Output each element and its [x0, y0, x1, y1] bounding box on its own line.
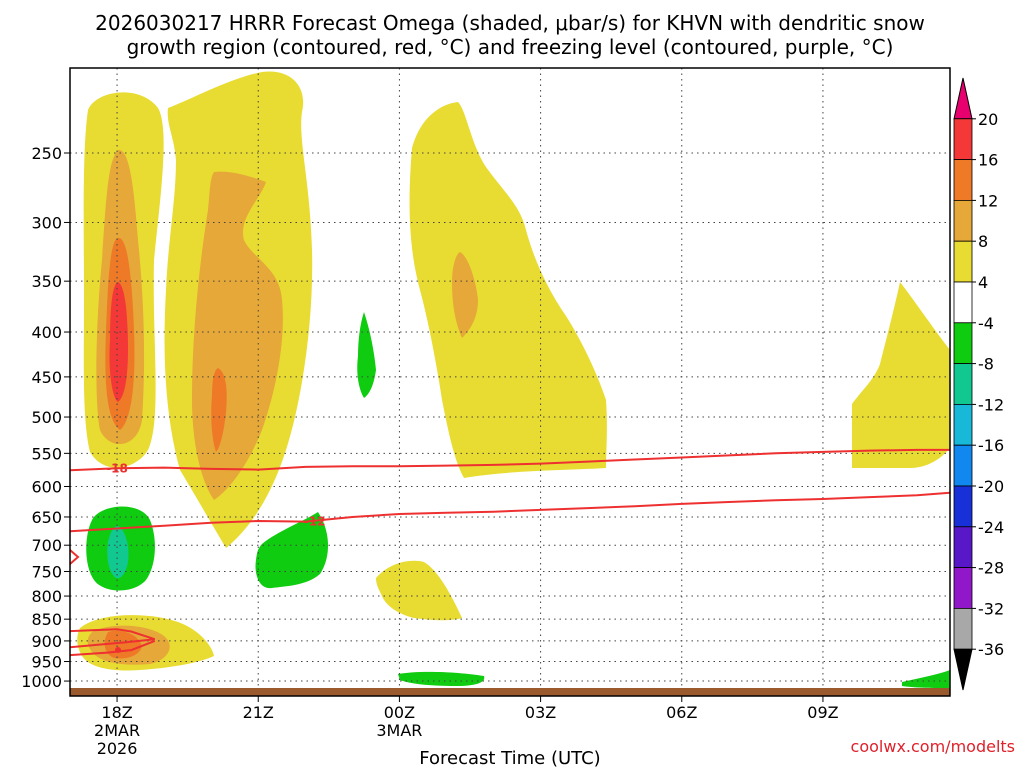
- ground-surface: [70, 688, 950, 696]
- axis-edge-marker: [69, 549, 80, 565]
- x-tick-label: 03Z: [525, 703, 556, 722]
- y-tick-label: 1000: [21, 672, 62, 691]
- y-tick-label: 400: [31, 323, 62, 342]
- y-tick-label: 300: [31, 213, 62, 232]
- y-tick-label: 350: [31, 272, 62, 291]
- temperature-contours: -18 -12: [70, 448, 950, 657]
- plot-frame: [69, 67, 951, 697]
- omega-region: [107, 526, 129, 579]
- colorbar-swatch: [953, 444, 973, 487]
- colorbar-label: -8: [978, 355, 994, 374]
- colorbar-label: 16: [978, 151, 998, 170]
- colorbar-label: 4: [978, 273, 988, 292]
- x-tick-label: 3MAR: [376, 721, 422, 740]
- credit-text: coolwx.com/modelts: [851, 737, 1015, 756]
- x-axis-label: Forecast Time (UTC): [419, 748, 600, 768]
- y-tick-label: 900: [31, 632, 62, 651]
- chart-title-line-2: growth region (contoured, red, °C) and f…: [127, 35, 894, 59]
- y-tick-label: 700: [31, 536, 62, 555]
- colorbar-swatch: [953, 363, 973, 405]
- omega-shading: -18 -12: [70, 68, 950, 696]
- omega-region: [255, 512, 329, 589]
- temperature-contour: [70, 448, 950, 472]
- colorbar-swatch: [953, 485, 973, 528]
- x-tick-label: 06Z: [666, 703, 697, 722]
- colorbar-swatch: [953, 322, 973, 364]
- omega-region: [211, 368, 227, 452]
- colorbar-label: -24: [978, 518, 1004, 537]
- y-axis: 250 300 350 400 450 500 550 600 650 700 750 800 850 9…: [21, 144, 70, 691]
- colorbar-label: -32: [978, 599, 1004, 618]
- contour-label: -18: [106, 461, 128, 475]
- temperature-contour: [70, 628, 156, 649]
- colorbar-swatch: [953, 159, 973, 201]
- colorbar-swatch: [953, 118, 973, 161]
- colorbar-swatch: [953, 567, 973, 609]
- colorbar-label: -20: [978, 477, 1004, 496]
- y-tick-label: 450: [31, 368, 62, 387]
- colorbar-swatch: [953, 608, 973, 650]
- colorbar-swatch: [953, 240, 973, 283]
- colorbar-label: 12: [978, 191, 998, 210]
- x-tick-label: 00Z: [384, 703, 415, 722]
- y-tick-label: 600: [31, 477, 62, 496]
- colorbar-swatch: [953, 199, 973, 242]
- colorbar-label: -36: [978, 640, 1004, 659]
- y-tick-label: 650: [31, 508, 62, 527]
- colorbar-swatch: [953, 526, 973, 568]
- x-tick-label: 2026: [97, 739, 138, 758]
- colorbar: 20 16 12 8 4 -4 -8 -12 -16 -20 -24 -28 -32 -36: [953, 77, 1004, 691]
- x-tick-label: 18Z: [101, 703, 132, 722]
- colorbar-swatch: [953, 403, 973, 446]
- omega-region: [376, 560, 462, 621]
- x-tick-label: 21Z: [243, 703, 274, 722]
- omega-region: [409, 102, 607, 478]
- x-tick-label: 09Z: [807, 703, 838, 722]
- colorbar-label: -28: [978, 559, 1004, 578]
- colorbar-label: -16: [978, 436, 1004, 455]
- colorbar-label: -4: [978, 314, 994, 333]
- temperature-contour: [70, 491, 950, 533]
- y-tick-label: 500: [31, 408, 62, 427]
- y-tick-label: 800: [31, 587, 62, 606]
- colorbar-label: -12: [978, 395, 1004, 414]
- colorbar-lower-arrow: [953, 648, 973, 691]
- y-tick-label: 250: [31, 144, 62, 163]
- colorbar-label: 8: [978, 232, 988, 251]
- omega-region: [452, 252, 478, 338]
- omega-region: [398, 671, 485, 686]
- omega-region: [852, 282, 950, 468]
- contour-marker: [115, 647, 121, 653]
- contour-label: -12: [304, 515, 326, 529]
- y-tick-label: 950: [31, 653, 62, 672]
- colorbar-swatch: [953, 281, 973, 324]
- omega-region: [902, 670, 950, 688]
- y-tick-label: 550: [31, 444, 62, 463]
- colorbar-label: 20: [978, 110, 998, 129]
- colorbar-upper-arrow: [953, 77, 973, 120]
- omega-region: [109, 282, 128, 402]
- gridlines: [70, 68, 950, 696]
- x-tick-label: 2MAR: [94, 721, 140, 740]
- y-tick-label: 750: [31, 562, 62, 581]
- y-tick-label: 850: [31, 610, 62, 629]
- chart-title-line-1: 2026030217 HRRR Forecast Omega (shaded, …: [95, 11, 925, 35]
